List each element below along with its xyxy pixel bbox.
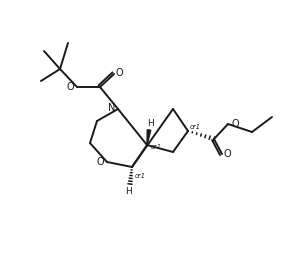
Text: H: H [146, 118, 153, 127]
Text: O: O [96, 157, 104, 167]
Text: N: N [108, 103, 116, 113]
Text: O: O [66, 82, 74, 92]
Text: O: O [115, 68, 123, 78]
Text: H: H [126, 187, 132, 196]
Text: or1: or1 [151, 144, 162, 150]
Text: O: O [223, 149, 231, 159]
Text: or1: or1 [190, 124, 201, 130]
Text: or1: or1 [135, 173, 146, 179]
Text: O: O [231, 119, 239, 129]
Polygon shape [147, 130, 151, 145]
